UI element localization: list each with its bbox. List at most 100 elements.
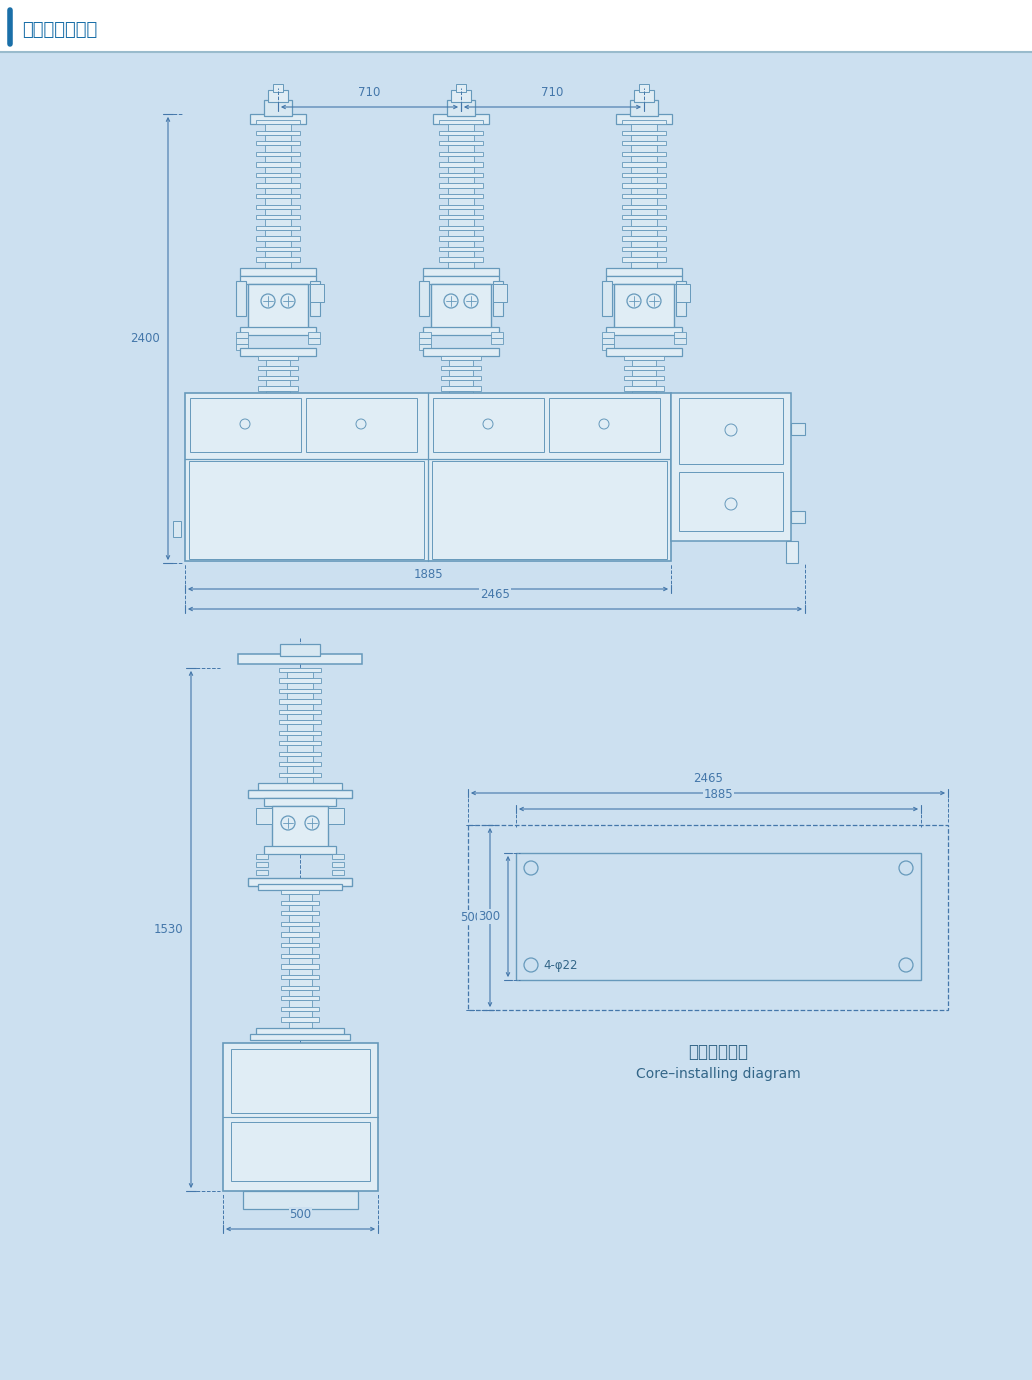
Bar bbox=[491, 338, 503, 344]
Bar bbox=[332, 862, 344, 867]
Bar bbox=[674, 338, 686, 344]
Bar bbox=[432, 461, 667, 559]
Bar bbox=[236, 489, 320, 498]
Bar bbox=[328, 809, 344, 824]
Bar bbox=[287, 683, 313, 689]
Bar bbox=[231, 1122, 370, 1181]
Bar bbox=[240, 327, 316, 335]
Bar bbox=[266, 381, 290, 386]
Bar bbox=[606, 327, 682, 335]
Bar bbox=[258, 458, 298, 461]
Bar bbox=[630, 99, 658, 116]
Bar bbox=[281, 911, 319, 915]
Bar bbox=[258, 407, 298, 411]
Bar bbox=[289, 947, 312, 954]
Bar bbox=[256, 120, 300, 124]
Bar bbox=[449, 461, 473, 468]
Bar bbox=[265, 262, 291, 268]
Bar bbox=[448, 240, 474, 247]
Bar bbox=[631, 156, 657, 163]
Text: 710: 710 bbox=[542, 86, 563, 99]
Bar bbox=[265, 208, 291, 215]
Bar bbox=[258, 386, 298, 391]
Bar bbox=[289, 980, 312, 985]
Bar bbox=[250, 1034, 350, 1041]
Bar bbox=[281, 1007, 319, 1012]
Bar bbox=[231, 1049, 370, 1114]
Bar bbox=[631, 240, 657, 247]
Bar bbox=[236, 333, 248, 338]
Bar bbox=[287, 704, 313, 709]
Bar bbox=[256, 163, 300, 167]
Bar bbox=[622, 172, 666, 177]
Bar bbox=[622, 258, 666, 262]
Bar bbox=[632, 411, 656, 417]
Bar bbox=[632, 360, 656, 366]
Bar bbox=[287, 672, 313, 679]
Bar bbox=[236, 338, 248, 344]
Bar bbox=[240, 268, 316, 276]
Bar bbox=[266, 431, 290, 437]
Bar bbox=[279, 720, 321, 724]
Bar bbox=[258, 782, 342, 792]
Bar bbox=[596, 495, 692, 502]
Bar bbox=[289, 1012, 312, 1017]
Bar bbox=[279, 731, 321, 736]
Bar bbox=[622, 247, 666, 251]
Bar bbox=[606, 276, 682, 284]
Bar bbox=[243, 1191, 358, 1209]
Bar bbox=[439, 152, 483, 156]
Bar bbox=[441, 407, 481, 411]
Bar bbox=[265, 251, 291, 258]
Bar bbox=[258, 356, 298, 360]
Bar bbox=[281, 922, 319, 926]
Bar bbox=[448, 135, 474, 141]
Bar bbox=[289, 989, 312, 996]
Bar bbox=[279, 700, 321, 704]
Bar bbox=[448, 124, 474, 131]
Bar bbox=[256, 195, 300, 199]
Bar bbox=[449, 411, 473, 417]
Bar bbox=[622, 152, 666, 156]
Bar bbox=[448, 177, 474, 184]
Bar bbox=[622, 141, 666, 145]
Bar bbox=[419, 344, 431, 351]
Bar bbox=[439, 258, 483, 262]
Bar bbox=[423, 268, 499, 276]
Bar bbox=[622, 204, 666, 208]
Bar bbox=[289, 937, 312, 943]
Bar bbox=[281, 954, 319, 958]
Bar bbox=[439, 204, 483, 208]
Bar bbox=[441, 477, 481, 482]
Text: 500: 500 bbox=[289, 1208, 312, 1221]
Bar bbox=[602, 338, 614, 344]
Text: 2465: 2465 bbox=[694, 771, 723, 785]
Bar bbox=[441, 437, 481, 442]
Bar bbox=[441, 426, 481, 431]
Bar bbox=[624, 458, 664, 461]
Bar bbox=[439, 163, 483, 167]
Bar bbox=[287, 693, 313, 700]
Bar bbox=[602, 489, 686, 498]
Bar bbox=[624, 477, 664, 482]
Bar bbox=[279, 709, 321, 713]
Bar bbox=[624, 396, 664, 400]
Bar bbox=[236, 282, 246, 316]
Bar bbox=[256, 236, 300, 240]
Bar bbox=[248, 789, 352, 798]
Bar bbox=[674, 333, 686, 338]
Bar bbox=[265, 240, 291, 247]
Bar bbox=[624, 468, 664, 472]
Bar bbox=[268, 90, 288, 102]
Bar bbox=[256, 141, 300, 145]
Bar bbox=[279, 773, 321, 777]
Bar bbox=[448, 230, 474, 236]
Bar bbox=[258, 417, 298, 421]
Bar bbox=[622, 184, 666, 188]
Bar bbox=[606, 348, 682, 356]
Bar bbox=[449, 431, 473, 437]
Bar bbox=[308, 333, 320, 338]
Bar bbox=[258, 366, 298, 370]
Bar bbox=[456, 84, 466, 92]
Bar bbox=[289, 915, 312, 922]
